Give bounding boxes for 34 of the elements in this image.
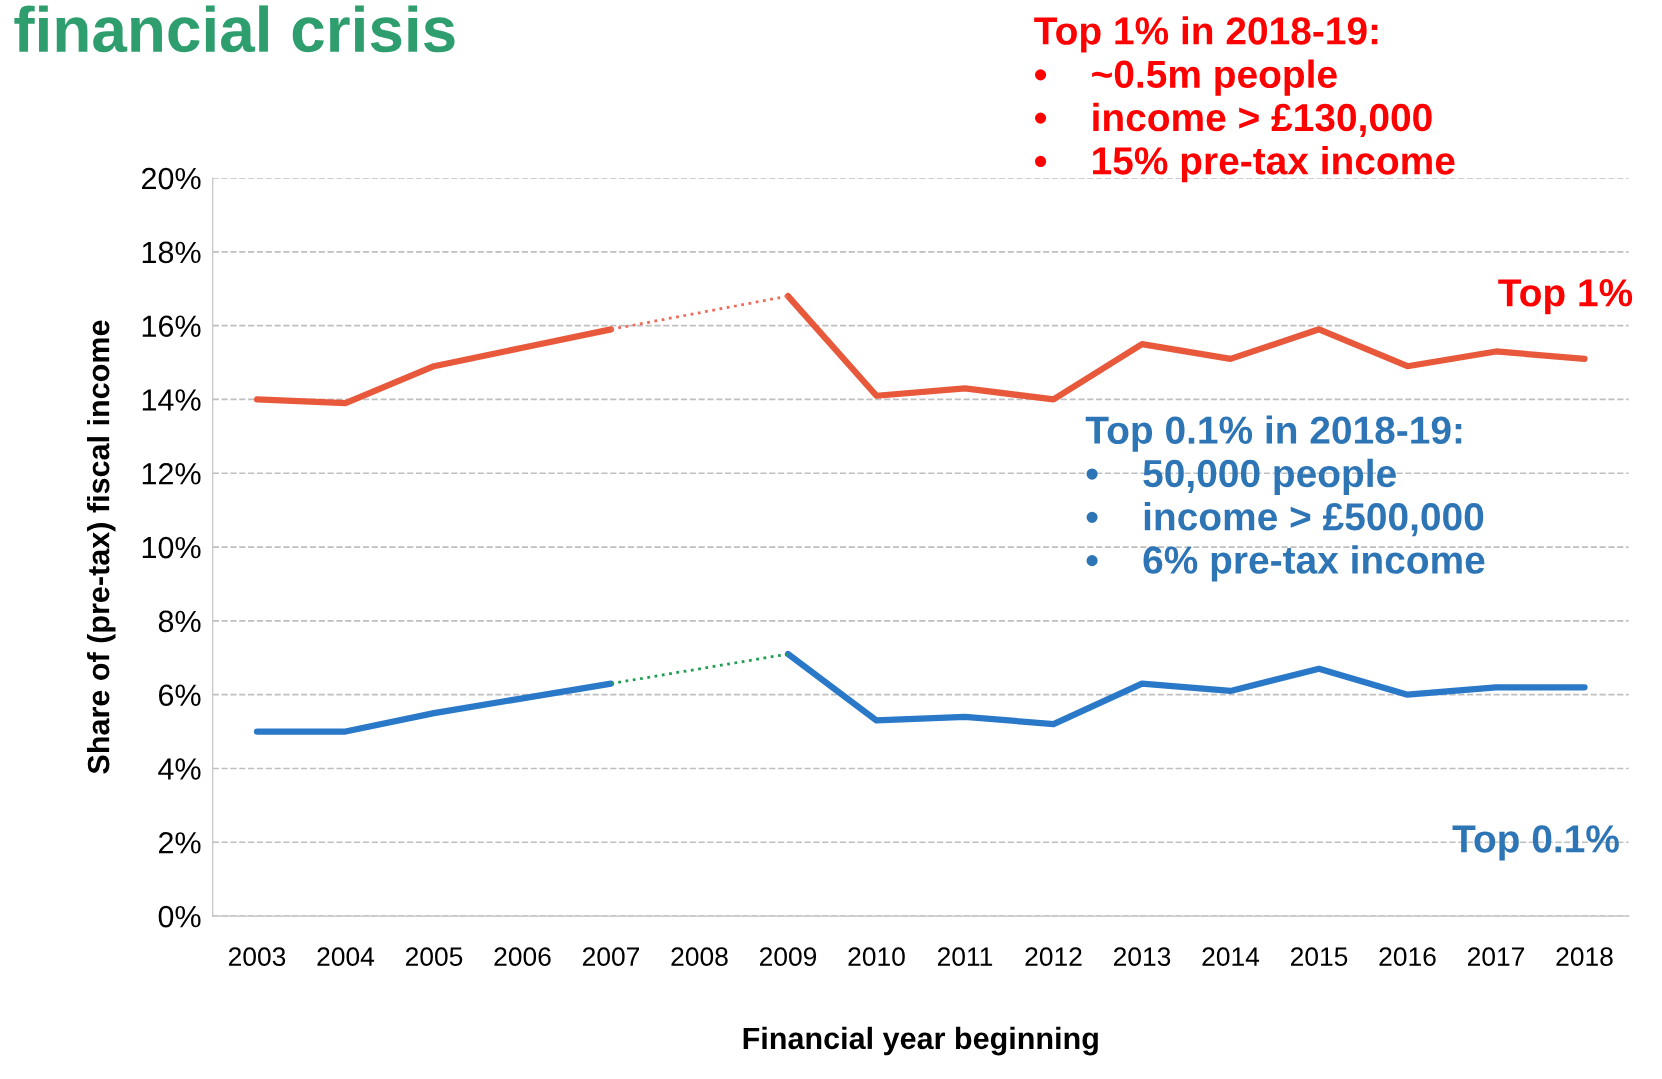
series-label: Top 1% (1498, 279, 1633, 315)
x-tick-label: 2003 (228, 947, 286, 967)
y-tick-label: 10% (142, 536, 201, 559)
y-tick-label: 0% (158, 905, 201, 928)
y-tick-label: 16% (142, 315, 201, 338)
y-tick-label: 20% (142, 167, 201, 190)
x-tick-label: 2013 (1113, 947, 1171, 967)
x-tick-label: 2010 (848, 947, 905, 967)
y-tick-label: 14% (142, 389, 201, 411)
annotation: Top 0.1% in 2018-19: • 50,000 people • income > £500,000 • 6% pre-tax income (1085, 415, 1485, 582)
x-tick-label: 2018 (1556, 947, 1613, 967)
x-tick-label: 2015 (1290, 947, 1348, 967)
y-tick-label: 8% (158, 610, 201, 633)
x-tick-label: 2014 (1202, 947, 1260, 967)
x-tick-label: 2011 (937, 947, 993, 967)
x-tick-label: 2008 (671, 947, 728, 967)
y-tick-label: 6% (159, 684, 201, 707)
x-tick-label: 2012 (1025, 947, 1082, 967)
x-tick-label: 2005 (405, 947, 463, 967)
y-tick-label: 18% (142, 241, 201, 264)
x-tick-label: 2016 (1379, 947, 1436, 967)
x-axis-title: Financial year beginning (743, 1026, 1098, 1056)
x-tick-label: 2009 (759, 947, 817, 967)
y-tick-label: 4% (158, 758, 201, 780)
x-tick-label: 2017 (1467, 947, 1525, 967)
y-axis-title: Share of (pre-tax) fiscal income (86, 320, 116, 774)
x-tick-label: 2006 (494, 947, 551, 967)
chart-title: financial crisis (14, 5, 455, 53)
x-tick-label: 2004 (317, 947, 375, 967)
x-tick-label: 2007 (582, 947, 640, 967)
y-tick-label: 12% (142, 462, 201, 485)
text: Top 0.1% (1452, 825, 1619, 861)
y-tick-label: 2% (159, 832, 201, 854)
annotation: Top 1% in 2018-19: • ~0.5m people • income > £130,000 • 15% pre-tax income (1034, 16, 1455, 183)
